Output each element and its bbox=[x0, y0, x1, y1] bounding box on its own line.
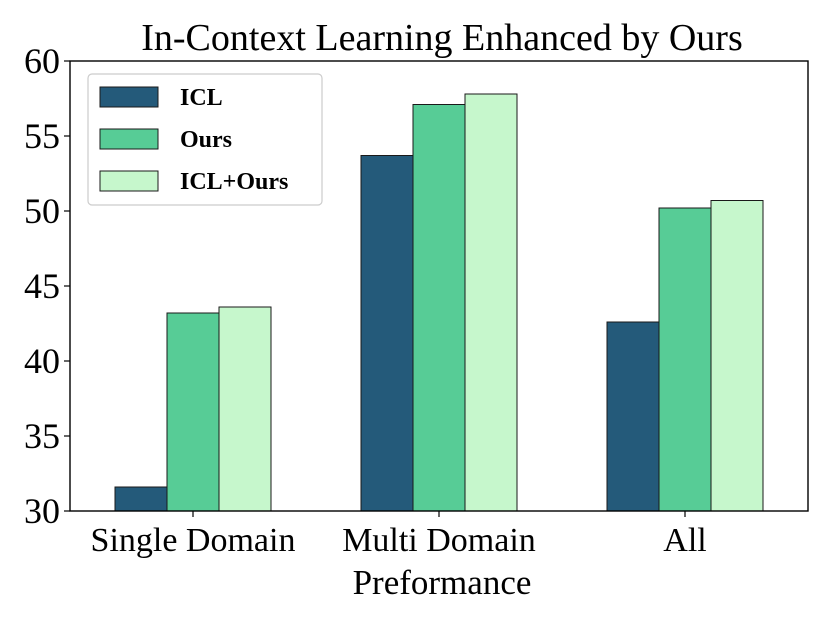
legend-label: ICL+Ours bbox=[180, 169, 288, 195]
legend-swatch-ours bbox=[99, 128, 159, 150]
y-tick-label: 60 bbox=[24, 41, 60, 81]
y-tick-label: 30 bbox=[24, 491, 60, 531]
plot-area: Single Domain Multi Domain All 30 35 40 45 50 55… bbox=[24, 41, 809, 559]
bar-icl-ours-all bbox=[710, 200, 764, 512]
bar-icl-ours-single-domain bbox=[218, 306, 272, 512]
bar-ours-single-domain bbox=[166, 312, 220, 512]
bar-icl-multi-domain bbox=[360, 155, 414, 512]
legend-label: ICL bbox=[180, 85, 223, 111]
y-tick-label: 55 bbox=[24, 116, 60, 156]
y-tick-label: 45 bbox=[24, 266, 60, 306]
legend: ICL Ours ICL+Ours bbox=[87, 73, 323, 206]
x-tick-label: All bbox=[663, 522, 706, 559]
y-tick-label: 50 bbox=[24, 191, 60, 231]
legend-swatch-icl bbox=[99, 86, 159, 108]
y-tick-label: 35 bbox=[24, 416, 60, 456]
bar-ours-all bbox=[658, 207, 712, 512]
bar-icl-all bbox=[606, 321, 660, 512]
bar-ours-multi-domain bbox=[412, 104, 466, 512]
legend-label: Ours bbox=[180, 127, 232, 153]
bar-icl-ours-multi-domain bbox=[464, 93, 518, 512]
chart-title: In-Context Learning Enhanced by Ours bbox=[141, 17, 743, 59]
plot-frame bbox=[69, 60, 809, 512]
legend-swatch-icl-ours bbox=[99, 170, 159, 192]
x-tick-label: Single Domain bbox=[91, 522, 296, 559]
x-axis-label: Preformance bbox=[353, 563, 532, 602]
bar-icl-single-domain bbox=[114, 486, 168, 512]
x-tick-label: Multi Domain bbox=[342, 522, 536, 559]
y-tick-label: 40 bbox=[24, 341, 60, 381]
